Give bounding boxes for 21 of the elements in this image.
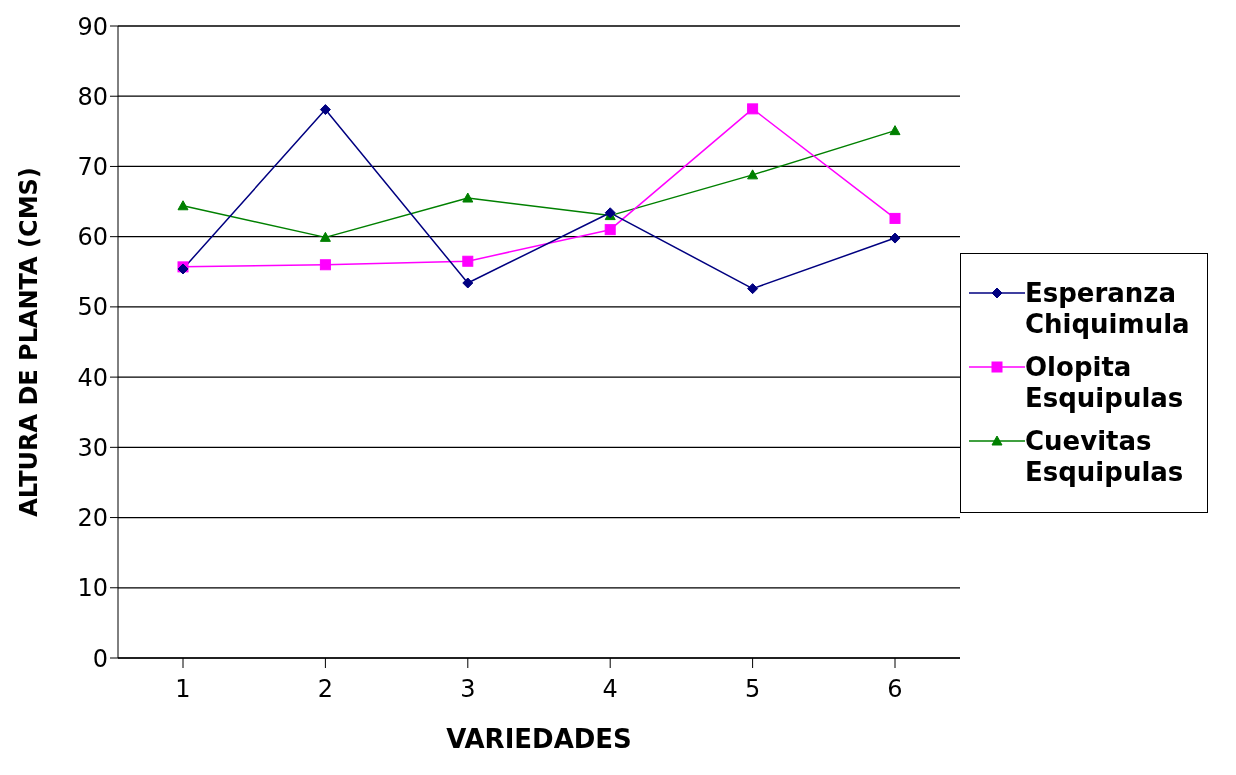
y-axis-title: ALTURA DE PLANTA (CMS)	[14, 167, 43, 517]
x-tick-label: 2	[317, 675, 334, 704]
y-tick-label: 90	[77, 12, 108, 41]
x-axis-title: VARIEDADES	[446, 724, 632, 754]
legend-label: Olopita Esquipulas	[1025, 352, 1185, 414]
x-tick-label: 6	[887, 675, 903, 704]
y-tick-label: 30	[77, 433, 108, 462]
y-tick-label: 70	[77, 152, 108, 181]
x-tick-label: 5	[744, 675, 761, 704]
x-tick-label: 4	[602, 675, 618, 704]
legend-label: Cuevitas Esquipulas	[1025, 426, 1185, 488]
x-tick-label: 3	[460, 675, 476, 704]
y-tick-label: 20	[77, 504, 108, 533]
legend-label: Esperanza Chiquimula	[1025, 278, 1191, 340]
y-tick-label: 0	[92, 644, 108, 673]
y-tick-label: 10	[77, 574, 108, 603]
y-tick-label: 50	[77, 293, 108, 322]
x-tick-label: 1	[175, 675, 191, 704]
y-tick-label: 40	[77, 363, 108, 392]
y-tick-label: 60	[77, 223, 108, 252]
y-tick-label: 80	[77, 82, 108, 111]
